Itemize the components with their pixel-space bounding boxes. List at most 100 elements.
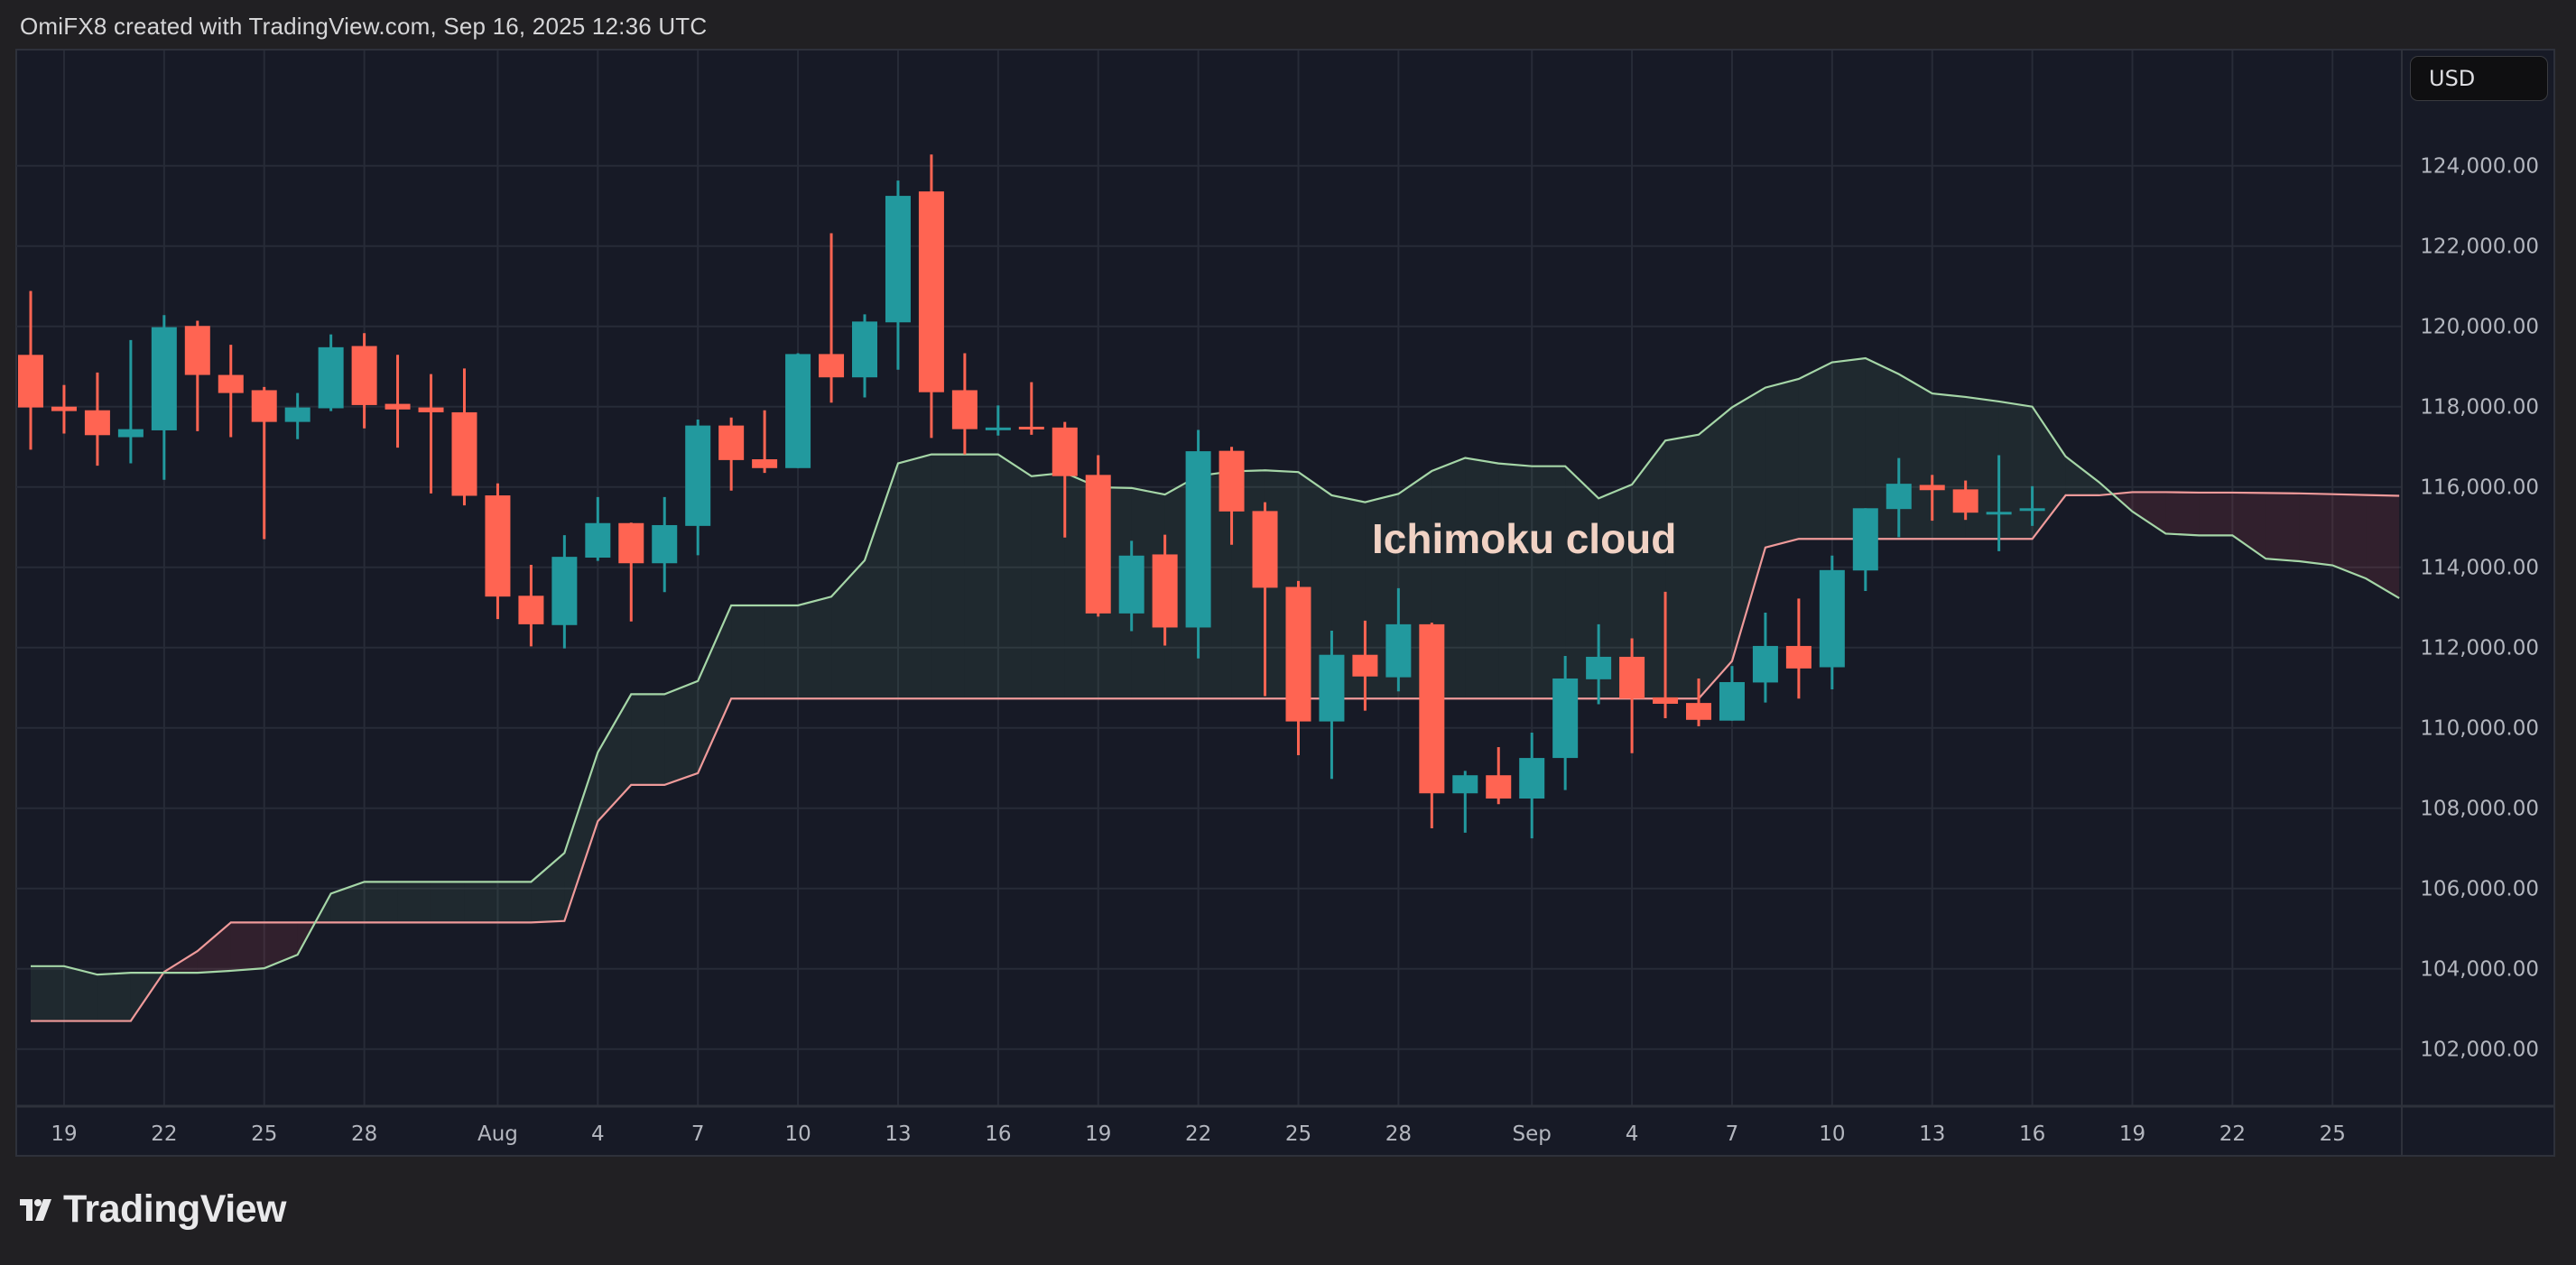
- candle-body: [1419, 623, 1445, 794]
- candle-body: [618, 522, 644, 564]
- candle[interactable]: [652, 496, 678, 593]
- candle[interactable]: [1852, 508, 1878, 591]
- candle[interactable]: [1986, 455, 2012, 551]
- candle-body: [1653, 697, 1679, 704]
- candle[interactable]: [852, 314, 877, 398]
- candle[interactable]: [785, 353, 811, 468]
- cloud-segment: [1598, 484, 1633, 699]
- candle[interactable]: [117, 339, 144, 464]
- tradingview-logo[interactable]: TradingView: [20, 1187, 287, 1232]
- candle-body: [351, 346, 377, 405]
- candle[interactable]: [385, 355, 411, 448]
- candle-body: [1886, 484, 1912, 510]
- time-axis[interactable]: 19 22 25 28 Aug 4 7 10 13 16 19 22 25 28 Sep 4 7 10 13 16 19…: [51, 1122, 2346, 1146]
- candle[interactable]: [1018, 382, 1044, 435]
- cloud-segment: [1965, 396, 1999, 540]
- candle-body: [1719, 681, 1745, 721]
- candle[interactable]: [1252, 502, 1278, 697]
- candle[interactable]: [1586, 623, 1612, 705]
- price-tick-label: 120,000.00: [2420, 316, 2539, 339]
- candle-body: [1052, 427, 1078, 476]
- candle-body: [184, 326, 210, 375]
- candle[interactable]: [1052, 421, 1078, 538]
- candle[interactable]: [1219, 447, 1245, 545]
- cloud-segment: [598, 694, 632, 822]
- tradingview-logo-icon: [20, 1198, 51, 1221]
- candle[interactable]: [885, 180, 911, 370]
- candle[interactable]: [1686, 678, 1711, 726]
- candle[interactable]: [1118, 540, 1144, 632]
- candle[interactable]: [1152, 534, 1178, 646]
- candle[interactable]: [1785, 598, 1812, 699]
- price-tick-label: 112,000.00: [2420, 637, 2539, 660]
- candle[interactable]: [151, 315, 177, 480]
- candle[interactable]: [1452, 771, 1478, 833]
- time-tick-label: 4: [591, 1122, 605, 1146]
- candle[interactable]: [819, 233, 845, 403]
- candle[interactable]: [1285, 580, 1311, 755]
- candle[interactable]: [1519, 733, 1545, 839]
- cloud-segment: [1031, 472, 1065, 699]
- candle[interactable]: [351, 333, 377, 429]
- candle-body: [1819, 569, 1845, 668]
- candle[interactable]: [251, 386, 277, 540]
- cloud-segment: [431, 882, 465, 923]
- candle[interactable]: [18, 291, 43, 450]
- candle[interactable]: [551, 535, 578, 649]
- time-tick-label: 13: [885, 1122, 911, 1146]
- price-axis[interactable]: 102,000.00 104,000.00 106,000.00 108,000.00…: [2420, 155, 2539, 1062]
- currency-button[interactable]: USD: [2410, 56, 2548, 101]
- candle[interactable]: [1719, 666, 1745, 721]
- candle[interactable]: [918, 154, 944, 439]
- candle[interactable]: [485, 483, 511, 620]
- candle[interactable]: [1919, 475, 1945, 522]
- candle[interactable]: [1619, 638, 1645, 753]
- candle[interactable]: [718, 417, 745, 491]
- candle[interactable]: [418, 374, 444, 494]
- candle[interactable]: [518, 565, 544, 647]
- candle-body: [1018, 426, 1044, 429]
- candle[interactable]: [985, 405, 1011, 436]
- candle[interactable]: [218, 345, 244, 438]
- leading-span-b-line: [31, 491, 2400, 1022]
- candle[interactable]: [1752, 612, 1778, 703]
- cloud-segment: [531, 853, 565, 923]
- candle[interactable]: [1085, 455, 1111, 617]
- candle[interactable]: [2019, 485, 2045, 526]
- time-tick-label: 10: [784, 1122, 811, 1146]
- candle[interactable]: [284, 392, 310, 439]
- candle[interactable]: [1486, 747, 1512, 805]
- candle[interactable]: [752, 410, 778, 474]
- candle[interactable]: [1886, 457, 1912, 538]
- candle[interactable]: [585, 496, 611, 561]
- cloud-segment: [2199, 492, 2233, 536]
- candle-body: [785, 354, 811, 468]
- chart-pane[interactable]: [15, 49, 2555, 1157]
- candle[interactable]: [1185, 429, 1211, 659]
- candle[interactable]: [184, 320, 210, 431]
- candle[interactable]: [951, 353, 978, 455]
- candle[interactable]: [318, 334, 344, 411]
- candle-body: [1752, 645, 1778, 683]
- candle-body: [1852, 508, 1878, 571]
- candle[interactable]: [451, 368, 477, 506]
- time-tick-label: 19: [51, 1122, 77, 1146]
- candle[interactable]: [1819, 555, 1845, 689]
- candle[interactable]: [618, 522, 644, 622]
- candle[interactable]: [1419, 623, 1445, 828]
- candle[interactable]: [1385, 587, 1412, 692]
- time-tick-label: 10: [1819, 1122, 1845, 1146]
- candle[interactable]: [1352, 620, 1378, 711]
- candle[interactable]: [1653, 591, 1679, 719]
- candle[interactable]: [84, 372, 110, 466]
- candle[interactable]: [51, 384, 77, 434]
- candle[interactable]: [1319, 631, 1345, 780]
- candle[interactable]: [1552, 656, 1579, 790]
- candle[interactable]: [1952, 480, 1978, 521]
- candle[interactable]: [685, 419, 711, 556]
- time-tick-label: 28: [1385, 1122, 1412, 1146]
- cloud-segment: [264, 922, 298, 969]
- time-tick-label: 25: [1285, 1122, 1311, 1146]
- candle-body: [685, 425, 711, 526]
